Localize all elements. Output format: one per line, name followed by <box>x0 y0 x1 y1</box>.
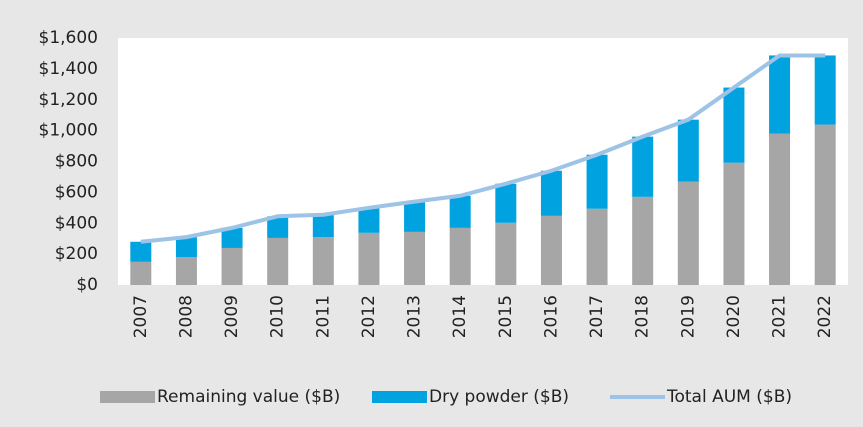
x-tick-label: 2015 <box>496 295 516 338</box>
y-tick-label: $800 <box>55 152 98 172</box>
x-tick-label: 2013 <box>405 295 425 338</box>
bar-segment <box>814 124 836 286</box>
legend-swatch <box>372 391 427 403</box>
x-tick-label: 2020 <box>724 295 744 338</box>
x-tick-label: 2016 <box>541 295 561 338</box>
bar-segment <box>358 207 380 233</box>
bar-segment <box>723 87 745 163</box>
bar-segment <box>495 183 517 223</box>
bar-segment <box>358 232 380 285</box>
x-tick-label: 2009 <box>222 295 242 338</box>
line <box>140 53 826 244</box>
y-tick-label: $0 <box>76 275 98 295</box>
y-tick-label: $600 <box>55 182 98 202</box>
y-tick-label: $1,000 <box>39 121 98 141</box>
x-tick-label: 2019 <box>678 295 698 338</box>
x-tick-label: 2008 <box>176 295 196 338</box>
legend-label: Remaining value ($B) <box>157 387 340 407</box>
bar-segment <box>221 227 243 248</box>
y-tick-label: $1,200 <box>39 90 98 110</box>
x-tick-label: 2012 <box>359 295 379 338</box>
bar-segment <box>449 227 471 285</box>
bar-segment <box>449 195 471 228</box>
bar-segment <box>495 222 517 285</box>
legend-swatch <box>100 391 155 403</box>
bar-segment <box>814 55 836 125</box>
bar-segment <box>312 214 334 238</box>
bar-segment <box>312 237 334 285</box>
x-tick-label: 2010 <box>268 295 288 338</box>
bar-segment <box>267 216 289 238</box>
bar-segment <box>130 261 152 285</box>
x-tick-label: 2021 <box>770 295 790 338</box>
x-tick-label: 2018 <box>633 295 653 338</box>
bar-segment <box>404 231 426 285</box>
bar-segment <box>769 55 791 134</box>
bar-segment <box>267 237 289 285</box>
bar-segment <box>723 162 745 285</box>
bar-segment <box>540 215 562 285</box>
bar-segment <box>586 208 608 285</box>
x-tick-label: 2007 <box>131 295 151 338</box>
y-tick-label: $200 <box>55 244 98 264</box>
bar-segment <box>677 181 699 285</box>
y-tick-label: $400 <box>55 213 98 233</box>
bar-segment <box>130 241 152 262</box>
x-tick-label: 2011 <box>313 295 333 338</box>
bar-segment <box>632 196 654 285</box>
y-tick-label: $1,600 <box>39 28 98 48</box>
x-tick-label: 2017 <box>587 295 607 338</box>
bar-segment <box>769 133 791 285</box>
bar-segment <box>677 119 699 182</box>
bar-segment <box>404 201 426 232</box>
bar-segment <box>221 247 243 285</box>
bar-segment <box>540 170 562 216</box>
bar-segment <box>632 136 654 197</box>
bar-segment <box>586 154 608 209</box>
legend-label: Dry powder ($B) <box>429 387 569 407</box>
bar-segment <box>175 237 197 258</box>
x-tick-label: 2014 <box>450 295 470 338</box>
x-tick-label: 2022 <box>815 295 835 338</box>
legend-label: Total AUM ($B) <box>666 387 792 407</box>
y-tick-label: $1,400 <box>39 59 98 79</box>
bar-segment <box>175 257 197 285</box>
